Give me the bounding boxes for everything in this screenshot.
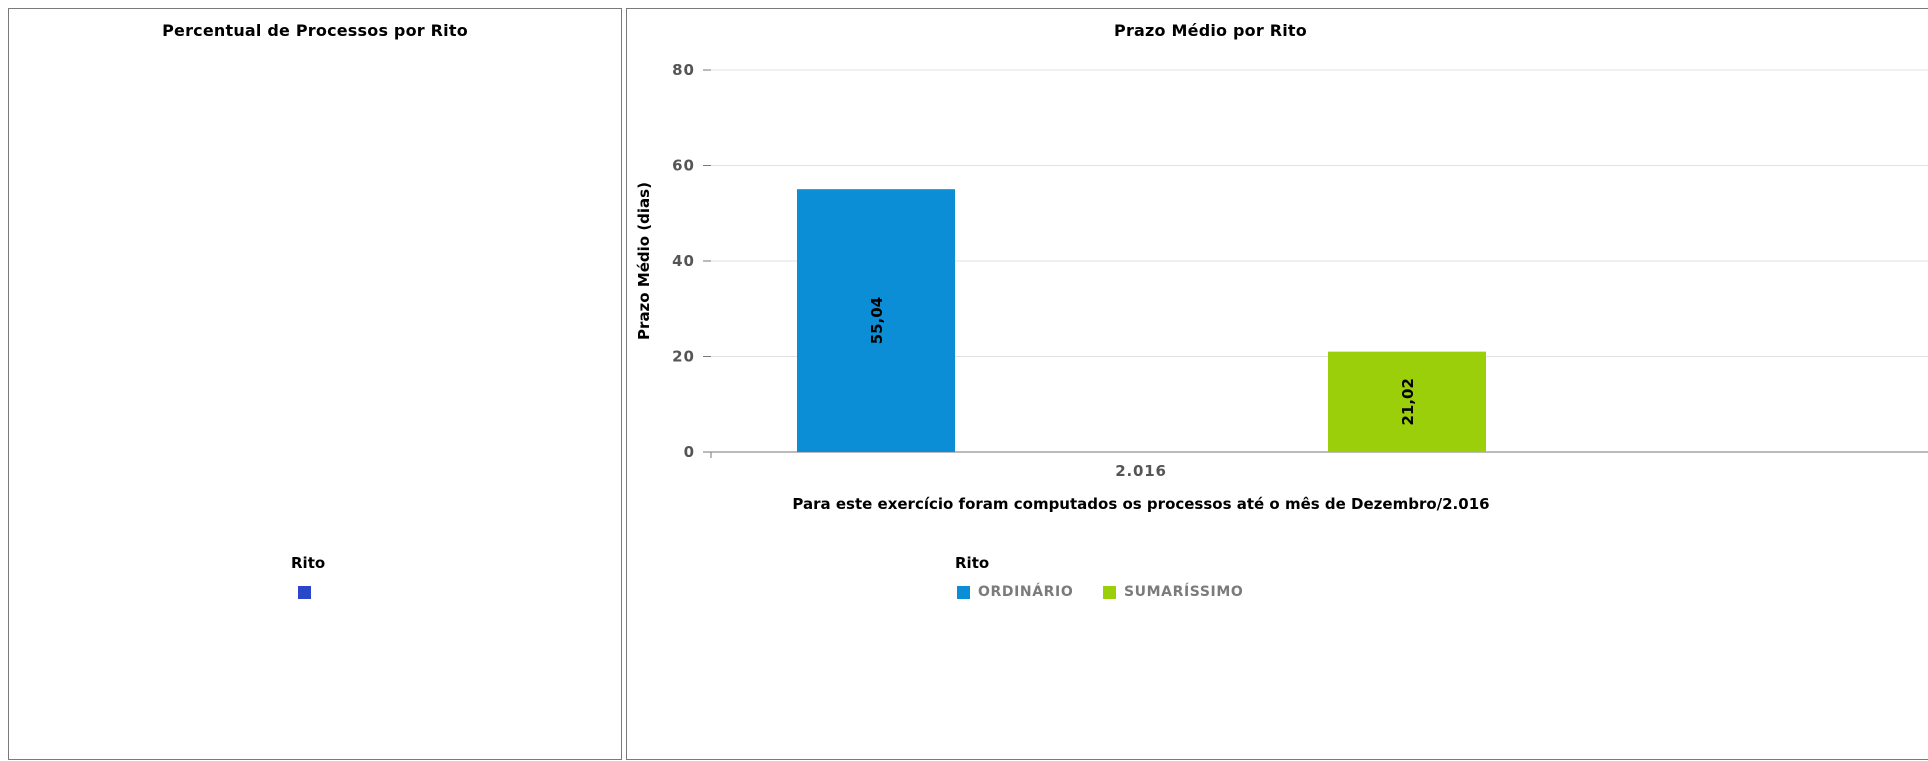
y-axis-label: Prazo Médio (dias) — [635, 182, 653, 340]
x-tick-label: 2.016 — [1115, 462, 1166, 480]
y-tick-label: 80 — [672, 61, 695, 79]
bar-ordinario[interactable] — [797, 189, 955, 452]
pie-chart-title: Percentual de Processos por Rito — [162, 21, 468, 40]
bar-value-label: 21,02 — [1399, 378, 1417, 425]
y-tick-label: 40 — [672, 252, 695, 270]
x-axis-label: Para este exercício foram computados os … — [792, 495, 1489, 513]
legend-label-sumarissimo[interactable]: SUMARÍSSIMO — [1124, 584, 1244, 600]
bar-value-label: 55,04 — [868, 297, 886, 344]
y-tick-label: 20 — [672, 348, 695, 366]
y-tick-label: 60 — [672, 157, 695, 175]
legend-swatch-sumarissimo[interactable] — [1103, 586, 1116, 599]
bar-legend-title: Rito — [955, 554, 990, 572]
bar-chart-title: Prazo Médio por Rito — [1114, 21, 1307, 40]
y-tick-label: 0 — [684, 443, 695, 461]
legend-label-ordinario[interactable]: ORDINÁRIO — [978, 584, 1074, 600]
pie-legend-swatch[interactable] — [298, 586, 311, 599]
pie-chart-panel: Percentual de Processos por Rito Rito — [8, 8, 622, 760]
bar-sumarissimo[interactable] — [1328, 351, 1486, 452]
legend-swatch-ordinario[interactable] — [957, 586, 970, 599]
bar-layer: 55,04 21,02 — [797, 189, 1486, 452]
pie-legend-title: Rito — [291, 554, 326, 572]
bar-chart-panel: Prazo Médio por Rito 0 20 40 60 80 55,04 21,0… — [626, 8, 1928, 760]
